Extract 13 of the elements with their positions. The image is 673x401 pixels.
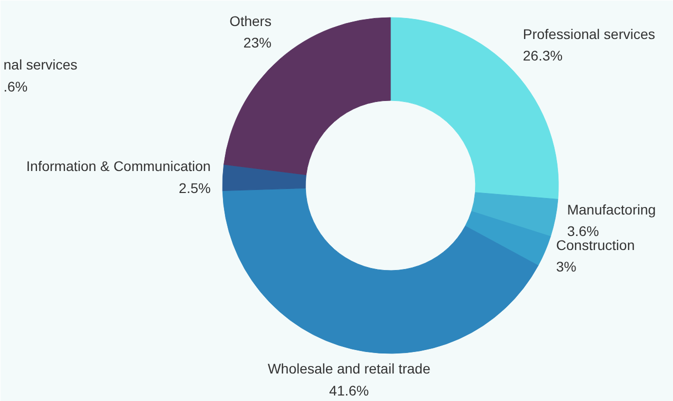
slice-label: Wholesale and retail trade (268, 360, 431, 377)
data-label: 3% (556, 258, 576, 275)
data-label: 26.3% (522, 48, 563, 64)
slice-label: Others (229, 12, 272, 29)
slice-label: Construction (556, 237, 635, 254)
data-label: 41.6% (329, 382, 369, 398)
text: nal services .6% (4, 56, 78, 94)
data-label: 23% (243, 34, 272, 50)
slice-label: Professional services (522, 26, 656, 42)
data-label: 3.6% (567, 223, 600, 240)
slice-label: Manufactoring (567, 202, 656, 218)
slice-label: Information & Communication (26, 158, 211, 174)
data-label: 2.5% (178, 180, 211, 196)
